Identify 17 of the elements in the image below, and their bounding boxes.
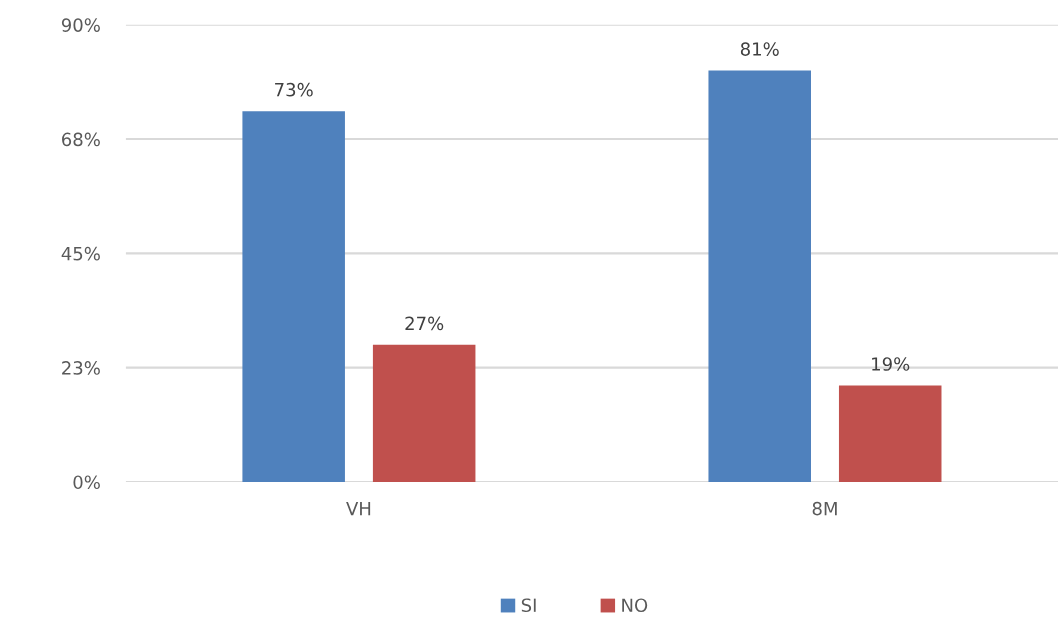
- bar: [838, 385, 942, 482]
- x-tick-label: 8M: [812, 501, 837, 516]
- y-tick-label: 45%: [61, 246, 100, 261]
- bar: [242, 111, 345, 482]
- x-tick-label: VH: [346, 501, 371, 516]
- bar: [708, 70, 811, 482]
- y-tick-label: 23%: [62, 361, 100, 375]
- data-label: 81%: [740, 42, 779, 56]
- data-label: 27%: [405, 316, 444, 331]
- data-label: 19%: [872, 357, 910, 371]
- y-tick-label: 68%: [62, 132, 100, 147]
- legend-label: NO: [622, 598, 648, 613]
- y-tick-label: 0%: [73, 475, 100, 490]
- y-tick-label: 90%: [61, 18, 100, 32]
- data-label: 73%: [275, 82, 313, 97]
- legend-label: SI: [521, 598, 536, 613]
- bar: [372, 344, 476, 482]
